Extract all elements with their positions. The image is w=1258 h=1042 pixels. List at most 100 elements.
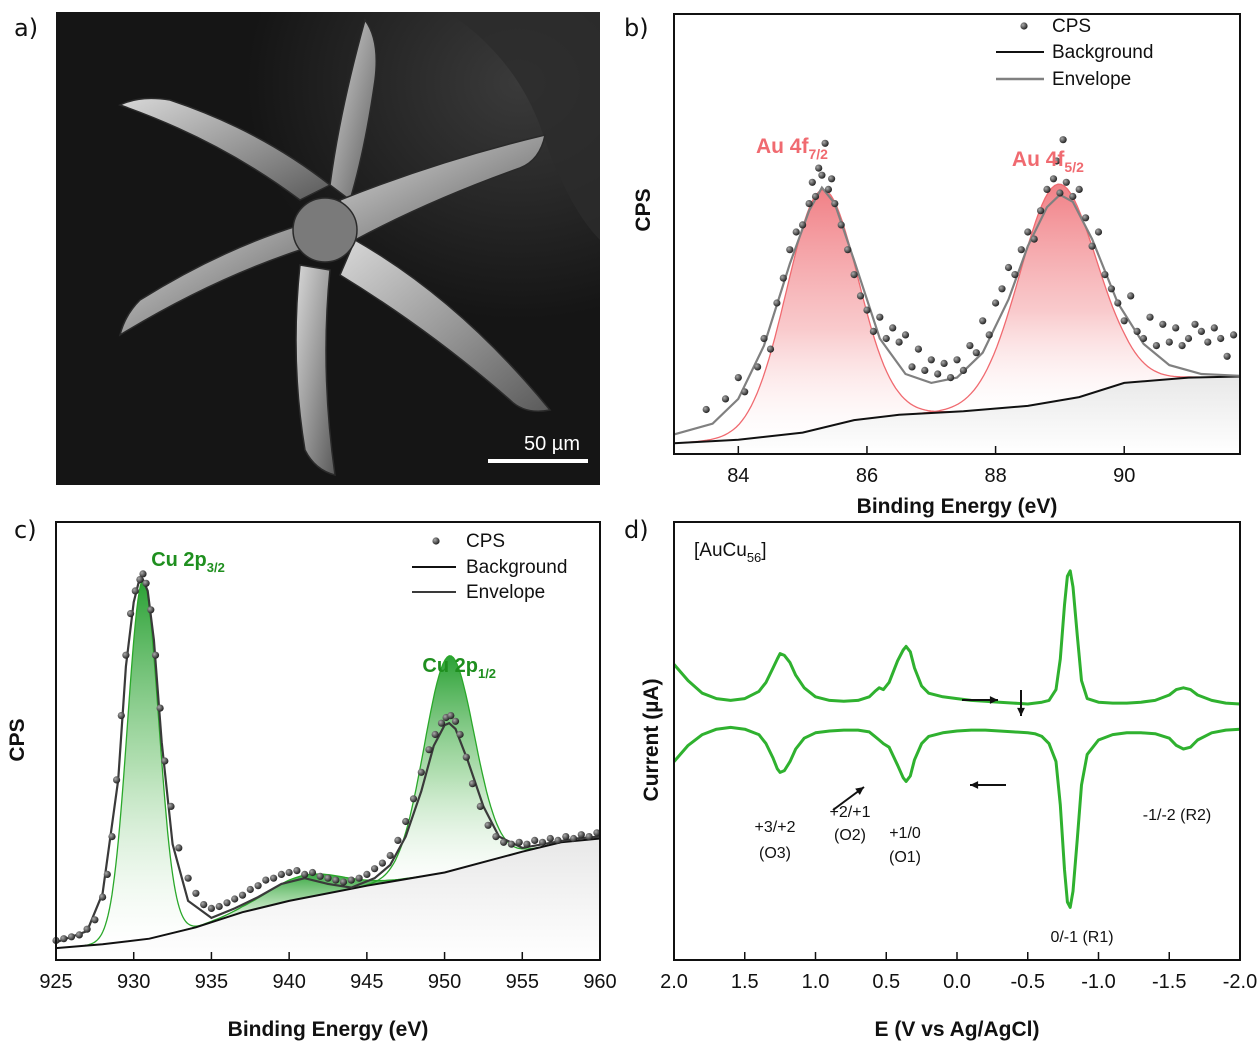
redox-label-sub: (O2) — [834, 827, 866, 844]
cps-point — [805, 200, 813, 208]
cps-point — [786, 246, 794, 254]
component-peak-fill — [349, 655, 549, 890]
cps-point — [966, 342, 974, 350]
cps-point — [447, 712, 455, 720]
cps-point — [593, 829, 601, 837]
cps-point — [142, 579, 150, 587]
cps-point — [815, 164, 823, 172]
cps-point — [766, 345, 775, 353]
x-tick-label: -1.5 — [1152, 971, 1186, 993]
cps-point — [285, 868, 293, 877]
chart-c-xlabel: Binding Energy (eV) — [228, 1018, 429, 1041]
cps-point — [238, 891, 247, 899]
cps-point — [1172, 324, 1180, 332]
cps-point — [927, 356, 935, 364]
cps-point — [921, 366, 929, 374]
cps-point — [167, 802, 175, 811]
cps-point — [136, 576, 144, 584]
cps-point — [585, 833, 593, 841]
legend-entry: Background — [466, 557, 567, 578]
component-peak-fill — [680, 190, 961, 443]
cps-point — [856, 292, 865, 300]
cps-point — [1107, 285, 1115, 293]
cps-point — [1197, 327, 1205, 335]
cps-point — [1230, 331, 1238, 339]
x-tick-label: -2.0 — [1223, 971, 1257, 993]
cps-point — [409, 795, 418, 803]
chart-d-ylabel: Current (µA) — [640, 679, 663, 802]
cps-point — [721, 395, 730, 403]
legend-entry: Background — [1052, 42, 1153, 63]
cps-point — [882, 334, 890, 343]
cv-trace-forward — [672, 569, 1241, 706]
cps-point — [985, 331, 993, 339]
panel-label-a: a) — [14, 14, 38, 42]
cps-point — [889, 324, 897, 332]
cps-point — [277, 870, 285, 879]
chart-b-annotations: Au 4f7/2 Au 4f5/2 — [756, 135, 1084, 175]
cps-point — [1011, 271, 1019, 279]
cps-point — [1204, 338, 1212, 346]
crystal-branch — [295, 264, 336, 476]
cps-point — [151, 651, 160, 659]
cps-point — [492, 833, 500, 841]
cps-point — [577, 831, 585, 839]
cps-point — [876, 313, 884, 321]
cps-point — [934, 370, 942, 378]
chart-d-frame — [673, 521, 1241, 961]
x-tick-label: 88 — [984, 465, 1006, 487]
cps-point — [1075, 185, 1083, 193]
chart-b-points — [702, 136, 1238, 414]
sem-micrograph: 50 µm — [56, 12, 600, 485]
sweep-arrowhead — [970, 781, 979, 789]
chart-d-lines — [672, 569, 1241, 909]
cps-point — [175, 844, 183, 852]
legend-entry: Envelope — [1052, 69, 1131, 90]
background-fill — [56, 838, 600, 960]
x-tick-label: 960 — [583, 971, 616, 993]
redox-label-sub: (O1) — [889, 849, 921, 866]
cps-point — [1101, 271, 1109, 279]
component-peak-line — [349, 655, 549, 890]
x-tick-label: 955 — [506, 971, 539, 993]
cps-point — [1133, 327, 1141, 335]
component-peak-line — [903, 183, 1213, 416]
cps-point — [60, 935, 68, 943]
cps-point — [507, 840, 515, 848]
x-tick-label: -0.5 — [1011, 971, 1045, 993]
chart-d-arrows — [832, 690, 1025, 811]
cps-point — [1146, 313, 1154, 321]
chart-c: 925 930 935 940 945 950 955 960 Binding Energy … — [6, 521, 617, 1041]
peak-label: Au 4f5/2 — [1012, 148, 1084, 175]
cps-point — [161, 757, 169, 765]
peak-label: Cu 2p1/2 — [422, 655, 496, 681]
cv-trace-reverse — [672, 725, 1241, 909]
cps-point — [799, 221, 807, 229]
cps-point — [734, 374, 742, 382]
chart-b-ylabel: CPS — [632, 188, 655, 231]
chart-d-xlabel: E (V vs Ag/AgCl) — [875, 1018, 1040, 1041]
chart-c-legend: CPS Background Envelope — [412, 531, 567, 603]
chart-c-fills — [56, 580, 600, 960]
cps-point — [1043, 185, 1051, 193]
cps-point — [1165, 338, 1173, 346]
cps-point — [1152, 342, 1160, 350]
cps-point — [824, 185, 833, 193]
cps-point — [837, 221, 845, 229]
cps-point — [83, 925, 91, 933]
legend-entry: CPS — [1052, 16, 1091, 37]
cps-point — [940, 359, 948, 367]
cps-point — [1056, 189, 1064, 197]
cps-point — [562, 833, 570, 841]
x-tick-label: 945 — [350, 971, 383, 993]
cps-point — [844, 246, 852, 254]
chart-d-annotations: [AuCu56] +3/+2 (O3) +2/+1 (O2) +1/0 (O1) 0/-1 (… — [694, 540, 1211, 946]
cps-point — [262, 876, 270, 884]
cps-point — [953, 356, 961, 364]
panel-label-d: d) — [624, 516, 649, 544]
legend-cps-marker — [432, 537, 440, 545]
cps-point — [1069, 192, 1077, 201]
background-line — [673, 375, 1241, 445]
cps-point — [760, 334, 768, 343]
